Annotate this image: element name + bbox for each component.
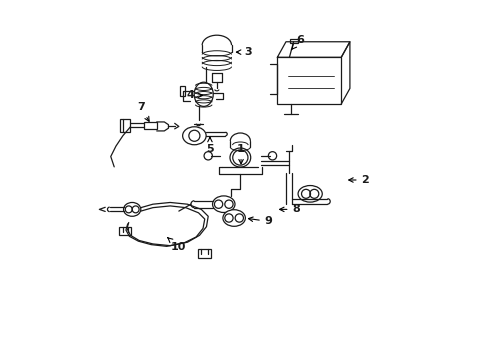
Bar [290,39,298,44]
Text: 9: 9 [248,216,272,226]
Text: 6: 6 [291,35,303,50]
Ellipse shape [223,210,245,226]
Text: 1: 1 [237,144,244,164]
Text: 8: 8 [279,204,300,214]
Ellipse shape [212,196,235,212]
Text: 4: 4 [186,90,202,100]
Text: 7: 7 [137,103,149,121]
Bar [179,86,184,96]
Bar [120,119,130,132]
Text: 10: 10 [167,238,186,252]
Text: 2: 2 [348,175,368,185]
Ellipse shape [123,202,141,216]
Bar [143,122,156,129]
Text: 5: 5 [206,138,213,154]
Ellipse shape [298,185,322,202]
Bar [277,57,341,104]
Ellipse shape [182,127,206,145]
Text: 3: 3 [236,47,251,57]
Bar [198,249,210,258]
Bar [119,227,131,235]
